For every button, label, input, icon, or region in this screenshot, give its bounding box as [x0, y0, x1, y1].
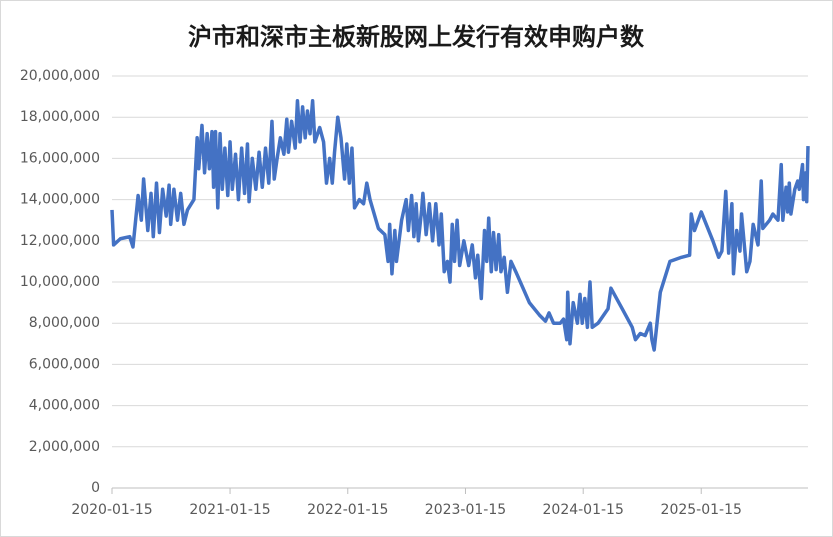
y-tick-label: 16,000,000: [20, 150, 100, 166]
x-tick-label: 2021-01-15: [189, 502, 270, 518]
y-tick-label: 20,000,000: [20, 68, 100, 84]
chart-title: 沪市和深市主板新股网上发行有效申购户数: [188, 23, 645, 51]
y-tick-label: 14,000,000: [20, 192, 100, 208]
y-tick-label: 6,000,000: [29, 356, 100, 372]
y-tick-label: 8,000,000: [29, 315, 100, 331]
x-tick-label: 2024-01-15: [543, 502, 624, 518]
y-tick-label: 4,000,000: [29, 398, 100, 414]
y-tick-label: 12,000,000: [20, 233, 100, 249]
x-tick-label: 2020-01-15: [71, 502, 152, 518]
y-tick-label: 0: [91, 480, 100, 496]
x-tick-label: 2022-01-15: [307, 502, 388, 518]
y-tick-label: 2,000,000: [29, 439, 100, 455]
y-tick-label: 10,000,000: [20, 274, 100, 290]
data-line: [110, 98, 810, 352]
x-tick-label: 2025-01-15: [661, 502, 742, 518]
x-tick-label: 2023-01-15: [425, 502, 506, 518]
y-tick-label: 18,000,000: [20, 109, 100, 125]
